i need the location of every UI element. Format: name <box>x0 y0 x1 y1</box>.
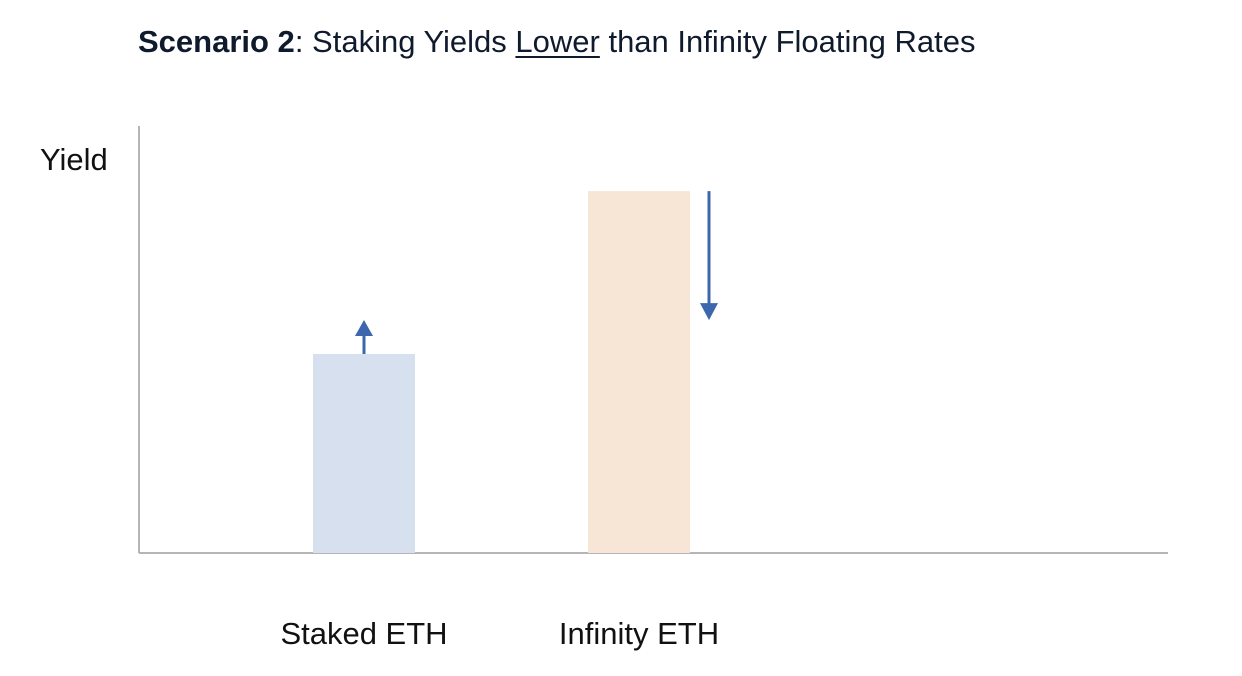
y-axis-label: Yield <box>40 142 108 177</box>
arrow-up-icon <box>355 319 373 354</box>
bars-group <box>313 191 690 553</box>
title-scenario: Scenario 2 <box>138 24 295 59</box>
chart-title: Scenario 2: Staking Yields Lower than In… <box>138 22 976 62</box>
title-post: than Infinity Floating Rates <box>599 24 976 59</box>
category-label: Infinity ETH <box>558 616 720 651</box>
title-pre: Staking Yields <box>312 24 516 59</box>
bar-infinity-eth <box>588 191 690 553</box>
arrows-group <box>355 191 718 354</box>
arrow-down-icon <box>700 191 718 321</box>
title-colon: : <box>294 24 313 59</box>
category-label: Staked ETH <box>280 616 448 651</box>
title-underlined-word: Lower <box>515 24 600 59</box>
bar-staked-eth <box>313 353 415 553</box>
